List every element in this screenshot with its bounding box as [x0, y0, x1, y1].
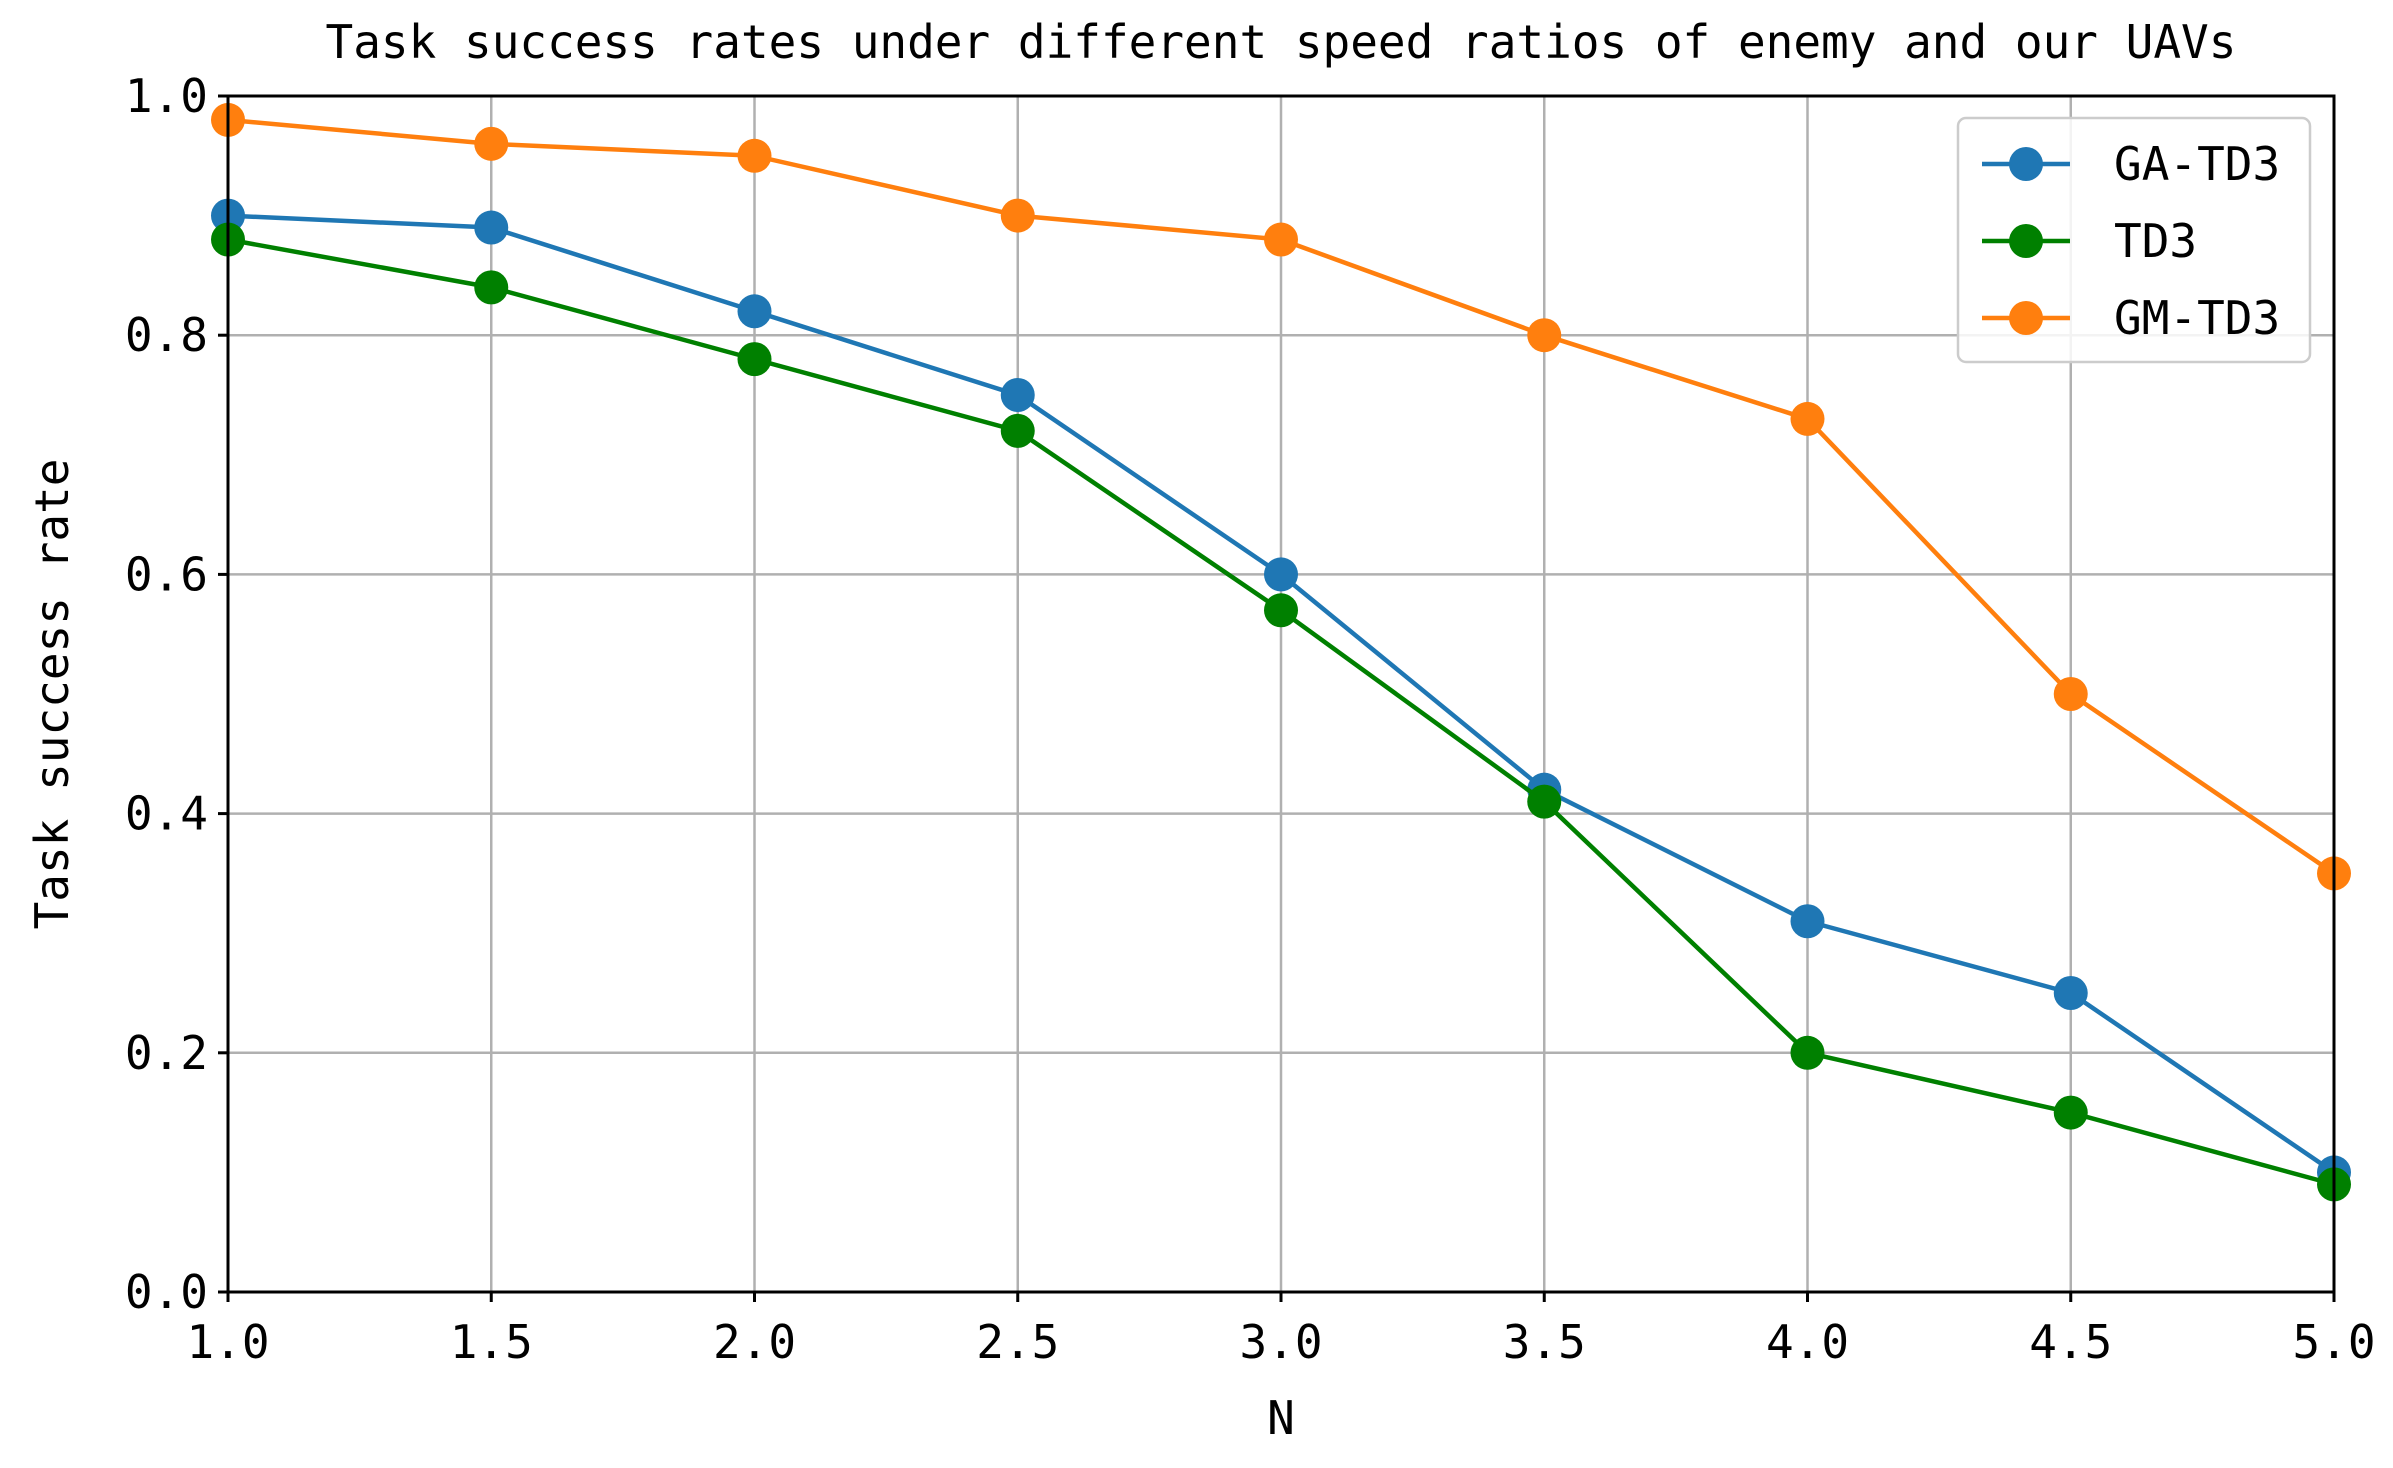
x-tick-label: 4.5 — [2029, 1315, 2112, 1369]
x-tick-label: 1.5 — [450, 1315, 533, 1369]
x-tick-label: 4.0 — [1766, 1315, 1849, 1369]
data-point — [1000, 378, 1035, 412]
legend-box — [1956, 116, 2312, 364]
data-point — [1264, 593, 1298, 628]
data-point — [1527, 318, 1562, 353]
chart-title: Task success rates under different speed… — [326, 15, 2237, 69]
y-tick-label: 0.6 — [125, 547, 208, 601]
legend-marker — [2009, 301, 2043, 335]
data-point — [2053, 1095, 2088, 1130]
data-point — [474, 210, 509, 245]
x-tick-label: 2.5 — [976, 1315, 1059, 1369]
data-point — [737, 294, 772, 329]
y-tick-label: 0.4 — [125, 787, 208, 841]
data-point — [2053, 677, 2088, 711]
data-point — [1000, 198, 1035, 233]
legend-marker — [2009, 224, 2043, 258]
data-point — [1790, 401, 1825, 436]
x-tick-label: 1.0 — [186, 1315, 269, 1369]
data-point — [2053, 976, 2088, 1010]
y-tick-label: 0.0 — [125, 1265, 208, 1319]
series-gm-td3 — [211, 102, 2351, 891]
x-axis-label: N — [1267, 1391, 1295, 1445]
data-point — [1000, 413, 1035, 448]
legend-entry: GM-TD3 — [1982, 291, 2280, 345]
y-axis-label: Task success rate — [25, 459, 79, 930]
data-point — [1527, 784, 1562, 819]
legend-marker — [2009, 147, 2043, 181]
data-point — [474, 126, 509, 161]
legend-label: GM-TD3 — [2114, 291, 2280, 345]
data-point — [1264, 222, 1298, 257]
x-tick-label: 3.5 — [1503, 1315, 1586, 1369]
axis-ticks: 1.0 1.5 2.0 2.5 3.0 3.5 4.0 4.5 5.0 0.0 0.2 0.4 0.6 0… — [125, 69, 2376, 1369]
series-td3 — [211, 222, 2351, 1202]
data-point — [1264, 557, 1298, 592]
x-tick-label: 2.0 — [713, 1315, 796, 1369]
legend-label: TD3 — [2114, 214, 2197, 268]
data-point — [1790, 1035, 1825, 1070]
legend-label: GA-TD3 — [2114, 137, 2280, 191]
x-tick-label: 5.0 — [2292, 1315, 2375, 1369]
y-tick-label: 0.8 — [125, 308, 208, 362]
data-point — [474, 270, 509, 305]
y-tick-label: 1.0 — [125, 69, 208, 123]
x-tick-label: 3.0 — [1239, 1315, 1322, 1369]
data-point — [737, 342, 772, 377]
legend: GA-TD3 TD3 GM-TD3 — [1956, 116, 2312, 364]
data-point — [1790, 904, 1825, 939]
legend-entry: GA-TD3 — [1982, 137, 2280, 191]
series-layer — [211, 102, 2351, 1202]
legend-entry: TD3 — [1982, 214, 2197, 268]
y-tick-label: 0.2 — [125, 1026, 208, 1080]
data-point — [737, 138, 772, 173]
